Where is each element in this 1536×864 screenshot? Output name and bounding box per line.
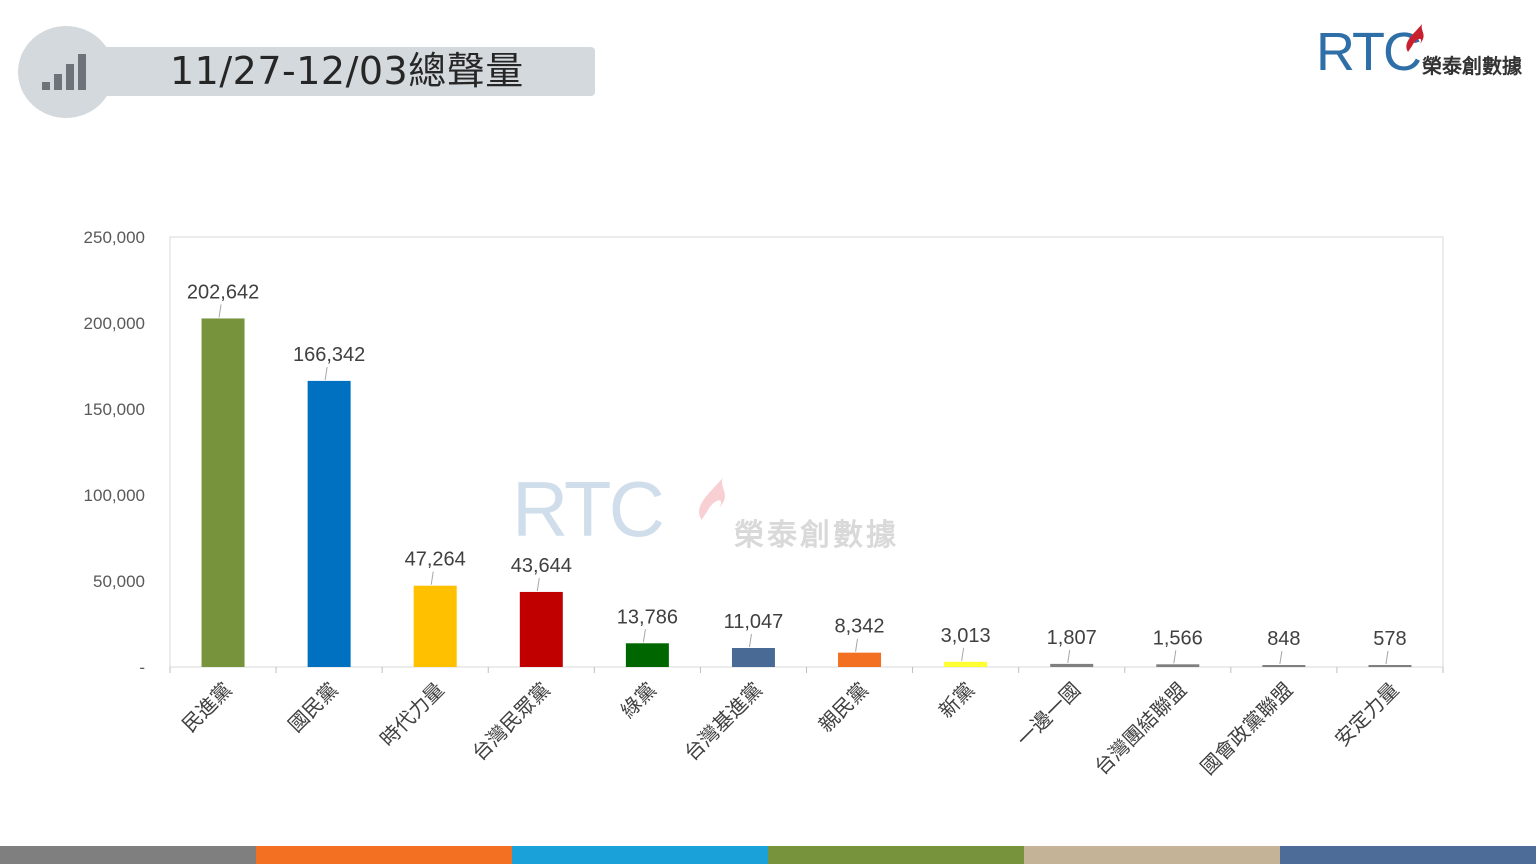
bar — [413, 585, 457, 667]
footer-segment — [1280, 846, 1536, 864]
data-label-leader — [1067, 649, 1071, 663]
data-label: 43,644 — [511, 555, 572, 577]
data-label-leader — [1279, 650, 1283, 665]
footer-segment — [256, 846, 512, 864]
y-tick-label: 100,000 — [84, 486, 145, 505]
rtc-logo: RTC 榮泰創數據 — [1316, 16, 1531, 80]
data-label-leader — [1385, 650, 1389, 665]
bar — [307, 380, 351, 667]
x-tick-label: 台灣基進黨 — [679, 678, 767, 766]
x-tick-label: 台灣團結聯盟 — [1090, 678, 1192, 780]
data-label: 47,264 — [405, 549, 466, 571]
data-label: 848 — [1267, 628, 1300, 650]
bar — [1050, 663, 1094, 667]
x-tick-label: 台灣民眾黨 — [467, 678, 555, 766]
plot-area — [169, 236, 1444, 668]
data-label-leader — [536, 577, 540, 592]
data-label-leader — [430, 571, 434, 585]
footer-stripe — [0, 846, 1536, 864]
footer-segment — [1024, 846, 1280, 864]
x-tick-label: 國民黨 — [283, 678, 342, 737]
y-tick-label: 200,000 — [84, 314, 145, 333]
watermark-letters: RTC — [512, 465, 665, 553]
bar — [1156, 664, 1200, 667]
data-label-leader — [324, 366, 328, 380]
y-tick-label: - — [139, 658, 145, 677]
x-tick-label: 親民黨 — [814, 678, 873, 737]
bar — [838, 652, 882, 667]
data-label: 578 — [1373, 628, 1406, 650]
bar — [944, 661, 988, 667]
footer-segment — [768, 846, 1024, 864]
bar — [625, 643, 669, 667]
bar — [1368, 665, 1412, 667]
signal-bars-icon — [42, 54, 86, 90]
data-label-leader — [748, 633, 752, 648]
data-label: 1,807 — [1047, 627, 1097, 649]
bar — [731, 647, 775, 667]
data-label-leader — [218, 304, 222, 318]
x-tick-label: 一邊一國 — [1012, 678, 1086, 752]
bar — [1262, 665, 1306, 667]
data-label: 8,342 — [835, 616, 885, 638]
data-label-leader — [961, 647, 965, 661]
y-tick-label: 50,000 — [93, 572, 145, 591]
bar — [519, 591, 563, 667]
x-tick-label: 安定力量 — [1330, 678, 1404, 752]
flame-icon — [1406, 24, 1424, 52]
watermark-flame-icon — [699, 478, 725, 520]
bar — [201, 318, 245, 667]
y-tick-label: 250,000 — [84, 228, 145, 247]
data-label-leader — [1173, 650, 1177, 664]
data-label-leader — [855, 638, 859, 652]
watermark-company-name: 榮泰創數據 — [734, 518, 899, 553]
data-label: 11,047 — [724, 611, 784, 633]
title-bar — [100, 47, 595, 96]
x-tick-label: 民進黨 — [177, 678, 236, 737]
data-label: 13,786 — [617, 606, 678, 628]
footer-segment — [0, 846, 256, 864]
data-label: 1,566 — [1153, 627, 1203, 649]
y-tick-label: 150,000 — [84, 400, 145, 419]
logo-letters: RTC — [1316, 22, 1422, 82]
page-title: 11/27-12/03總聲量 — [170, 49, 524, 93]
x-tick-label: 綠黨 — [616, 678, 661, 723]
watermark: RTC 榮泰創數據 — [512, 466, 972, 556]
logo-company-name: 榮泰創數據 — [1422, 54, 1522, 78]
data-label: 3,013 — [941, 625, 991, 647]
data-label-leader — [642, 629, 646, 643]
data-label: 166,342 — [293, 344, 365, 366]
x-tick-label: 新黨 — [934, 678, 979, 723]
x-tick-label: 時代力量 — [375, 678, 449, 752]
footer-segment — [512, 846, 768, 864]
x-tick-label: 國會政黨聯盟 — [1196, 678, 1298, 780]
data-label: 202,642 — [187, 281, 259, 303]
